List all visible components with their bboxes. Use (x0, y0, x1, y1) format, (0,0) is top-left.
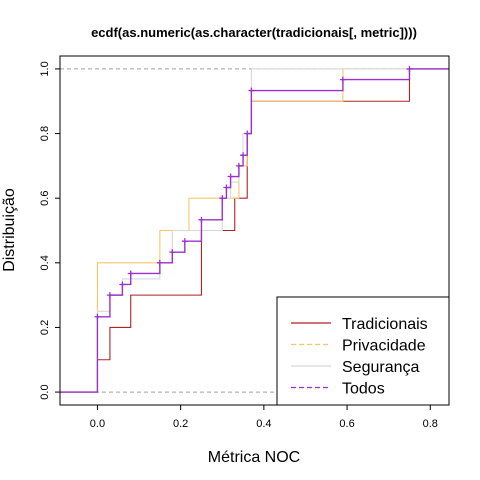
x-axis-label: Métrica NOC (208, 449, 300, 466)
legend-label-todos: Todos (342, 381, 385, 398)
legend: Tradicionais Privacidade Segurança Todos (276, 296, 450, 406)
data-point-todos (106, 292, 113, 299)
plot-area (59, 55, 450, 406)
x-tick-label: 0.0 (90, 418, 105, 430)
x-axis: 0.0 0.2 0.4 0.6 0.8 (90, 405, 438, 430)
y-axis: 0.0 0.2 0.4 0.6 0.8 1.0 (39, 61, 60, 400)
chart-title: ecdf(as.numeric(as.character(tradicionai… (91, 25, 417, 40)
legend-label-segurança: Segurança (342, 359, 419, 376)
y-tick-label: 1.0 (39, 61, 51, 76)
data-point-todos (219, 195, 226, 202)
data-point-todos (406, 65, 413, 72)
data-point-todos (127, 270, 134, 277)
data-point-todos (119, 281, 126, 288)
x-tick-label: 0.6 (339, 418, 354, 430)
data-point-todos (235, 162, 242, 169)
x-tick-label: 0.8 (423, 418, 438, 430)
y-tick-label: 0.2 (39, 320, 51, 335)
legend-box (276, 296, 450, 406)
y-tick-label: 0.8 (39, 126, 51, 141)
y-tick-label: 0.0 (39, 384, 51, 399)
y-tick-label: 0.4 (39, 255, 51, 270)
x-tick-label: 0.2 (173, 418, 188, 430)
legend-label-privacidade: Privacidade (342, 338, 426, 355)
data-point-todos (156, 259, 163, 266)
plot-border (59, 55, 450, 406)
data-point-todos (169, 249, 176, 256)
x-tick-label: 0.4 (256, 418, 271, 430)
data-point-todos (227, 173, 234, 180)
series-line-privacidade (60, 68, 449, 393)
data-point-todos (248, 87, 255, 94)
data-point-todos (223, 184, 230, 191)
data-point-todos (244, 130, 251, 137)
data-point-todos (240, 152, 247, 159)
y-axis-label: Distribuição (1, 188, 18, 272)
data-point-todos (94, 313, 101, 320)
data-point-todos (181, 238, 188, 245)
data-point-todos (339, 76, 346, 83)
y-tick-label: 0.6 (39, 191, 51, 206)
legend-label-tradicionais: Tradicionais (342, 316, 428, 333)
data-point-todos (198, 216, 205, 223)
